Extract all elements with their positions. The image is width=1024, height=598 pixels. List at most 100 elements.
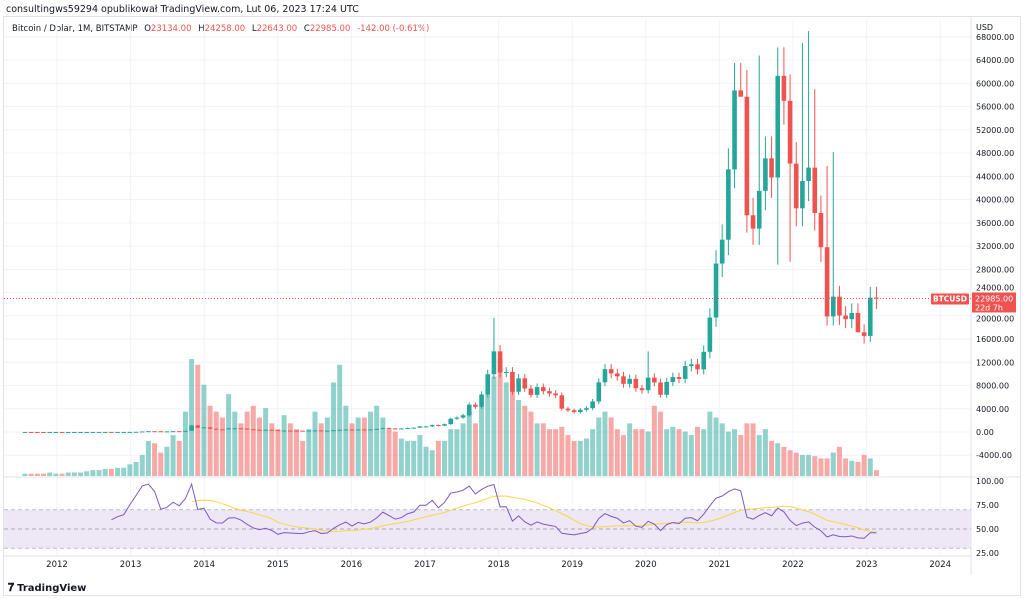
candle-body — [429, 425, 435, 427]
volume-bar — [534, 423, 540, 476]
candle-body — [325, 430, 330, 432]
candle-body — [547, 391, 552, 394]
price-tick-label: 24000.00 — [976, 283, 1014, 292]
tradingview-logo[interactable]: 𝟕 TradingView — [8, 581, 86, 595]
candle-body — [695, 364, 700, 370]
volume-bar — [806, 454, 812, 476]
volume-bar — [836, 446, 842, 476]
volume-bar — [448, 429, 454, 476]
candle-body — [578, 409, 583, 413]
volume-bar — [269, 423, 275, 476]
tv-logo-icon: 𝟕 — [8, 581, 15, 594]
candle-body — [269, 429, 275, 431]
candle-body — [35, 431, 40, 433]
candle-body — [232, 428, 238, 430]
candle-body — [213, 428, 219, 430]
volume-bar — [793, 452, 799, 476]
rsi-tick-label: 100.00 — [976, 477, 1004, 486]
x-tick-label: 2022 — [782, 560, 804, 570]
volume-bar — [238, 423, 244, 476]
candle-body — [47, 431, 52, 433]
candle-body — [849, 312, 855, 320]
x-tick-label: 2012 — [46, 560, 68, 570]
candle-body — [288, 430, 293, 432]
x-tick-label: 2013 — [120, 560, 142, 570]
bar-countdown: 22d 7h — [975, 303, 1003, 312]
volume-bar — [71, 472, 77, 476]
volume-bar — [503, 382, 509, 476]
volume-bar — [627, 423, 633, 476]
volume-bar — [867, 458, 873, 476]
candle-body — [830, 296, 836, 317]
candle-body — [701, 351, 706, 370]
candle-body — [257, 429, 262, 431]
chart-frame — [3, 16, 1021, 596]
close-label: C — [303, 24, 310, 34]
candle-body — [491, 351, 497, 375]
candle-body — [176, 431, 182, 433]
volume-bar — [861, 454, 867, 476]
volume-bar — [158, 452, 164, 476]
candle-body — [479, 394, 484, 407]
volume-bar — [411, 440, 417, 476]
candle-body — [559, 395, 565, 409]
candle-body — [565, 408, 571, 411]
symbol-name[interactable]: Bitcoin / Dolar, 1M, BITSTAMP — [12, 24, 138, 34]
candle-body — [818, 212, 824, 248]
volume-bar — [176, 440, 182, 476]
candle-body — [72, 431, 77, 433]
candle-body — [337, 429, 342, 431]
candle-body — [602, 369, 608, 383]
candle-body — [682, 366, 688, 379]
candle-body — [65, 431, 71, 433]
candle-body — [738, 90, 744, 97]
volume-bar — [164, 446, 170, 476]
candle-body — [756, 190, 762, 229]
candle-body — [707, 317, 713, 352]
candle-body — [800, 181, 805, 209]
candle-body — [170, 431, 176, 433]
volume-bar — [368, 411, 374, 476]
candle-body — [399, 428, 404, 430]
candle-body — [855, 312, 861, 333]
candle-body — [59, 431, 65, 433]
candle-body — [522, 378, 528, 389]
x-tick-label: 2021 — [709, 560, 731, 570]
candle-body — [466, 404, 472, 416]
volume-bar — [559, 426, 565, 476]
candle-body — [146, 431, 151, 433]
candle-body — [763, 158, 768, 191]
price-tick-label: 44000.00 — [976, 172, 1014, 181]
candle-body — [670, 377, 676, 382]
candle-body — [787, 100, 793, 164]
candle-body — [96, 431, 102, 433]
volume-bar — [818, 458, 824, 476]
volume-bar — [571, 440, 577, 476]
change-value: -142.00 (-0.61%) — [357, 24, 430, 34]
candle-body — [621, 376, 626, 384]
volume-bar — [651, 405, 657, 476]
volume-bar — [454, 429, 460, 476]
symbol-tag-label: BTCUSD — [933, 294, 967, 303]
candle-body — [226, 428, 231, 430]
volume-bar — [460, 423, 466, 476]
last-price-value: 22985.00 — [975, 294, 1013, 303]
candle-body — [294, 430, 299, 432]
candle-body — [417, 426, 423, 428]
volume-bar — [682, 431, 688, 476]
volume-bar — [769, 440, 775, 476]
candle-body — [183, 430, 188, 432]
candle-body — [812, 167, 818, 213]
x-tick-label: 2014 — [193, 560, 215, 570]
volume-bar — [645, 431, 651, 476]
volume-bar — [713, 417, 719, 476]
volume-bar — [688, 435, 694, 476]
volume-bar — [232, 411, 238, 476]
volume-bar — [873, 470, 879, 476]
candle-body — [195, 425, 201, 428]
low-value: 22643.00 — [256, 24, 298, 34]
candle-body — [84, 431, 89, 433]
x-tick-label: 2023 — [856, 560, 878, 570]
candle-body — [689, 364, 694, 367]
